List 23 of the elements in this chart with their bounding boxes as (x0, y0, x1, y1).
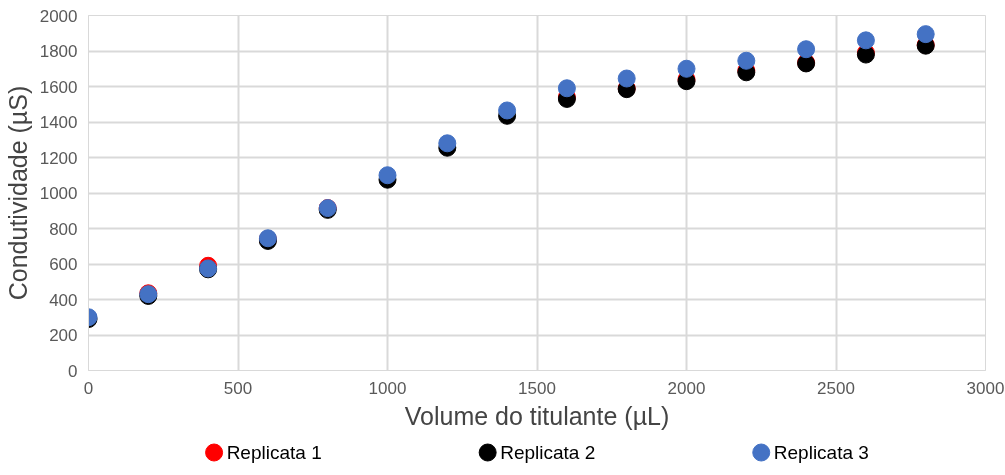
x-axis-title: Volume do titulante (µL) (404, 401, 670, 430)
y-axis-title: Condutividade (µS) (3, 85, 32, 301)
y-tick-label: 800 (49, 219, 78, 239)
y-tick-label: 600 (49, 255, 78, 274)
y-tick-label: 0 (68, 361, 78, 381)
y-tick-label: 2000 (39, 6, 78, 26)
x-tick-label: 500 (223, 378, 253, 398)
x-tick-label: 2000 (667, 378, 706, 398)
y-tick-label: 1600 (39, 77, 78, 97)
y-tick-label: 1400 (39, 113, 78, 132)
y-tick-label: 400 (49, 290, 78, 310)
legend-label: Replicata 2 (500, 442, 596, 463)
y-tick-label: 1200 (39, 148, 78, 168)
legend-label: Replicata 3 (773, 442, 869, 463)
x-tick-label: 3000 (966, 378, 1005, 398)
y-tick-label: 1800 (39, 42, 78, 61)
x-tick-label: 2500 (817, 378, 855, 398)
x-tick-label: 0 (83, 378, 94, 398)
y-tick-label: 200 (49, 326, 78, 345)
y-tick-label: 1000 (39, 184, 78, 203)
x-tick-label: 1500 (518, 378, 556, 398)
x-tick-label: 1000 (368, 378, 407, 398)
legend-label: Replicata 1 (226, 442, 322, 463)
